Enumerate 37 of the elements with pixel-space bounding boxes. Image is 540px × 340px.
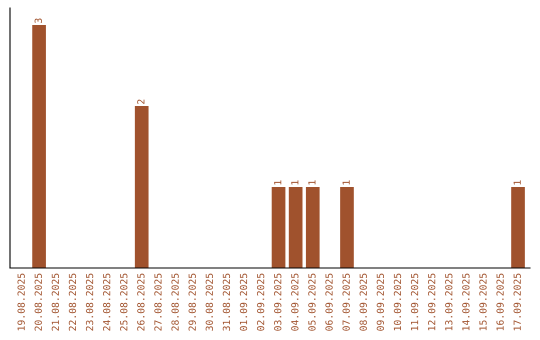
x-tick-label: 06.09.2025	[325, 274, 333, 331]
x-tick-label: 22.08.2025	[68, 274, 76, 331]
x-tick-label: 27.08.2025	[154, 274, 162, 331]
x-tick-label: 30.08.2025	[206, 274, 213, 331]
x-tick-label: 11.09.2025	[410, 274, 418, 330]
x-tick-label: 13.09.2025	[445, 274, 452, 330]
x-tick-label: 03.09.2025	[274, 274, 282, 331]
x-tick-label: 01.09.2025	[240, 274, 248, 331]
data-label: 1	[291, 180, 298, 184]
x-tick-label: 02.09.2025	[256, 274, 264, 331]
data-label: 1	[274, 180, 282, 184]
x-tick-label: 21.08.2025	[52, 274, 60, 331]
x-tick-label: 24.08.2025	[102, 274, 110, 331]
x-tick-label: 09.09.2025	[376, 274, 384, 331]
x-tick-label: 25.08.2025	[120, 274, 128, 331]
x-tick-label: 26.08.2025	[137, 274, 145, 331]
x-tick-label: 12.09.2025	[428, 274, 436, 330]
x-tick-label: 08.09.2025	[360, 274, 367, 331]
x-tick-label: 14.09.2025	[462, 274, 470, 330]
x-tick-label: 15.09.2025	[479, 274, 487, 330]
data-label: 1	[342, 180, 350, 184]
x-tick-label: 04.09.2025	[291, 274, 299, 331]
x-tick-label: 05.09.2025	[308, 274, 316, 331]
data-label: 1	[308, 180, 316, 184]
x-tick-label: 07.09.2025	[342, 274, 350, 331]
x-tick-label: 23.08.2025	[86, 274, 94, 331]
data-label: 2	[137, 100, 144, 104]
x-tick-label: 20.08.2025	[34, 274, 42, 331]
x-tick-label: 29.08.2025	[188, 274, 196, 331]
x-tick-label: 10.09.2025	[394, 274, 402, 330]
data-label: 1	[514, 180, 521, 184]
data-label: 3	[34, 18, 42, 23]
x-tick-label: 19.08.2025	[17, 274, 25, 330]
x-tick-label: 17.09.2025	[514, 274, 521, 330]
x-tick-label: 16.09.2025	[496, 274, 504, 330]
x-tick-label: 28.08.2025	[171, 274, 179, 331]
x-tick-label: 31.08.2025	[222, 274, 230, 331]
